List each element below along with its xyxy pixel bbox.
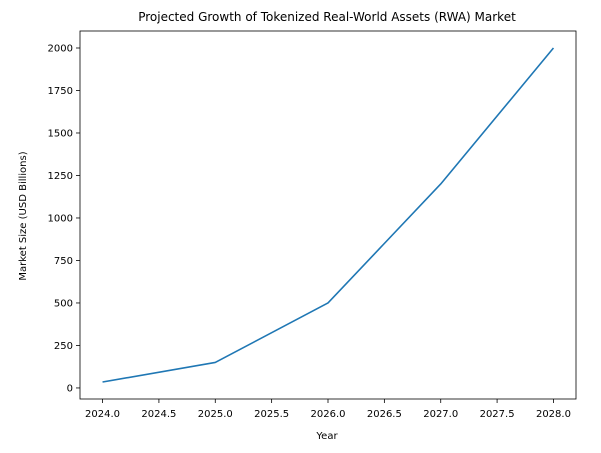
y-tick-label: 1500 xyxy=(48,128,73,139)
y-tick-label: 1250 xyxy=(48,171,73,182)
x-axis-ticks: 2024.0 2024.5 2025.0 2025.5 2026.0 2026.5 2027… xyxy=(85,399,571,420)
chart-title: Projected Growth of Tokenized Real-World… xyxy=(138,10,516,24)
y-axis-ticks: 0 250 500 750 1000 1250 1500 1750 2000 xyxy=(48,43,80,394)
y-tick-label: 2000 xyxy=(48,43,73,54)
y-axis-label: Market Size (USD Billions) xyxy=(18,151,29,280)
x-tick-label: 2025.5 xyxy=(254,409,289,420)
y-tick-label: 1750 xyxy=(48,86,73,97)
y-tick-label: 250 xyxy=(54,341,73,352)
x-axis-label: Year xyxy=(315,431,338,442)
series-layer xyxy=(102,47,555,383)
y-tick-label: 1000 xyxy=(48,213,73,224)
y-tick-label: 750 xyxy=(54,256,73,267)
x-tick-label: 2026.5 xyxy=(367,409,402,420)
x-tick-label: 2028.0 xyxy=(536,409,571,420)
x-tick-label: 2027.0 xyxy=(423,409,458,420)
x-tick-label: 2024.0 xyxy=(85,409,120,420)
x-tick-label: 2024.5 xyxy=(141,409,176,420)
x-tick-label: 2025.0 xyxy=(198,409,233,420)
x-tick-label: 2027.5 xyxy=(480,409,515,420)
y-tick-label: 500 xyxy=(54,298,73,309)
x-tick-label: 2026.0 xyxy=(311,409,346,420)
y-tick-label: 0 xyxy=(67,383,73,394)
